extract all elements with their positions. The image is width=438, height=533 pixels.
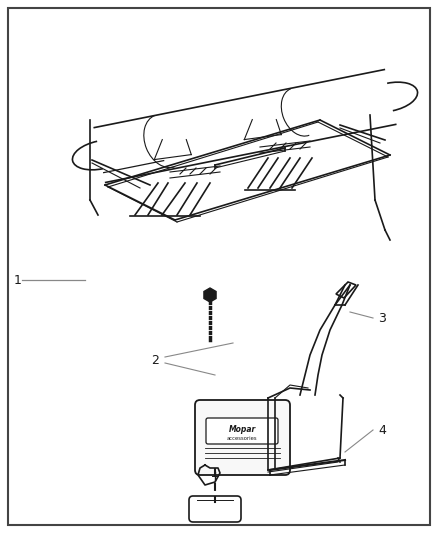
Text: 2: 2 xyxy=(151,353,159,367)
Text: 1: 1 xyxy=(14,273,22,287)
FancyBboxPatch shape xyxy=(206,418,278,444)
FancyBboxPatch shape xyxy=(195,400,290,475)
Text: 3: 3 xyxy=(378,311,386,325)
Text: accessories: accessories xyxy=(227,435,257,440)
Text: 4: 4 xyxy=(378,424,386,437)
Text: Mopar: Mopar xyxy=(228,425,256,434)
